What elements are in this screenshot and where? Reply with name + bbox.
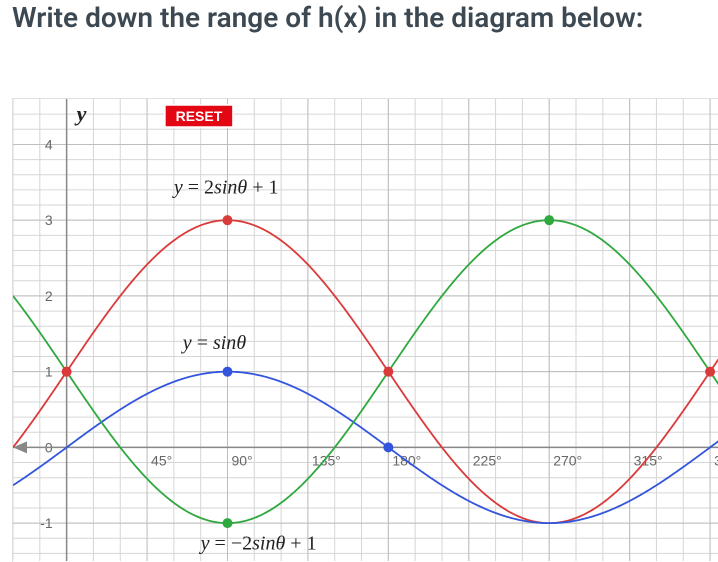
curve-point [544,215,554,225]
trig-chart: -10123445°90°135°180°225°270°315°360°yRE… [13,99,718,561]
y-tick-label: 1 [45,364,53,380]
curve-point [62,367,72,377]
curve-point [383,442,393,452]
y-tick-label: 4 [45,136,53,152]
x-tick-label: 270° [553,452,582,468]
equation-label: y = 2sinθ + 1 [172,177,279,199]
equation-label: y = sinθ [181,332,247,354]
chart-container: -10123445°90°135°180°225°270°315°360°yRE… [12,98,718,562]
x-tick-label: 225° [473,452,502,468]
curve-point [222,518,232,528]
curve-point [222,367,232,377]
reset-button-label: RESET [176,108,223,124]
reset-button[interactable]: RESET [165,105,233,127]
curve-point [222,215,232,225]
x-tick-label: 135° [312,452,341,468]
question-text: Write down the range of h(x) in the diag… [0,0,718,43]
x-tick-label: 360° [714,452,718,468]
y-tick-label: -1 [40,515,53,531]
curve-point [705,367,715,377]
curve-point [383,367,393,377]
chart-bg [13,99,718,561]
x-tick-label: 45° [151,452,172,468]
x-tick-label: 90° [231,452,252,468]
x-tick-label: 315° [634,452,663,468]
y-tick-label: 2 [45,288,53,304]
equation-label: y = −2sinθ + 1 [199,533,317,555]
y-tick-label: 3 [45,212,53,228]
